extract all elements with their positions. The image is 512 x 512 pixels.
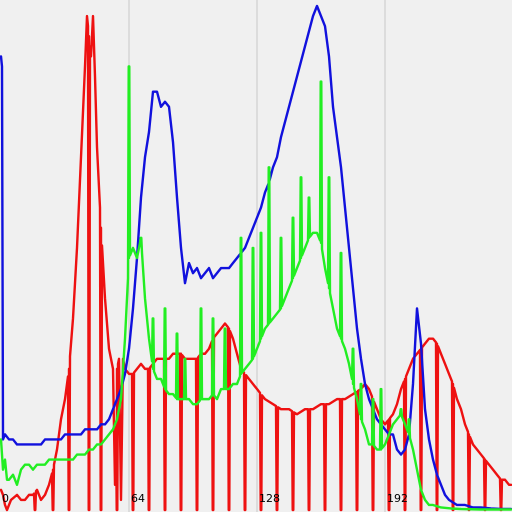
x-tick-label-192: 192 — [387, 492, 408, 505]
x-tick-label-64: 64 — [131, 492, 145, 505]
series-line-1 — [0, 4, 512, 511]
series-line-2 — [0, 65, 512, 511]
series-line-0 — [0, 14, 512, 512]
x-tick-label-128: 128 — [259, 492, 280, 505]
x-tick-label-0: 0 — [2, 492, 9, 505]
gridlines — [128, 0, 386, 512]
series-lines — [0, 4, 512, 512]
x-axis-tick-labels: 0 64 128 192 — [2, 492, 408, 505]
